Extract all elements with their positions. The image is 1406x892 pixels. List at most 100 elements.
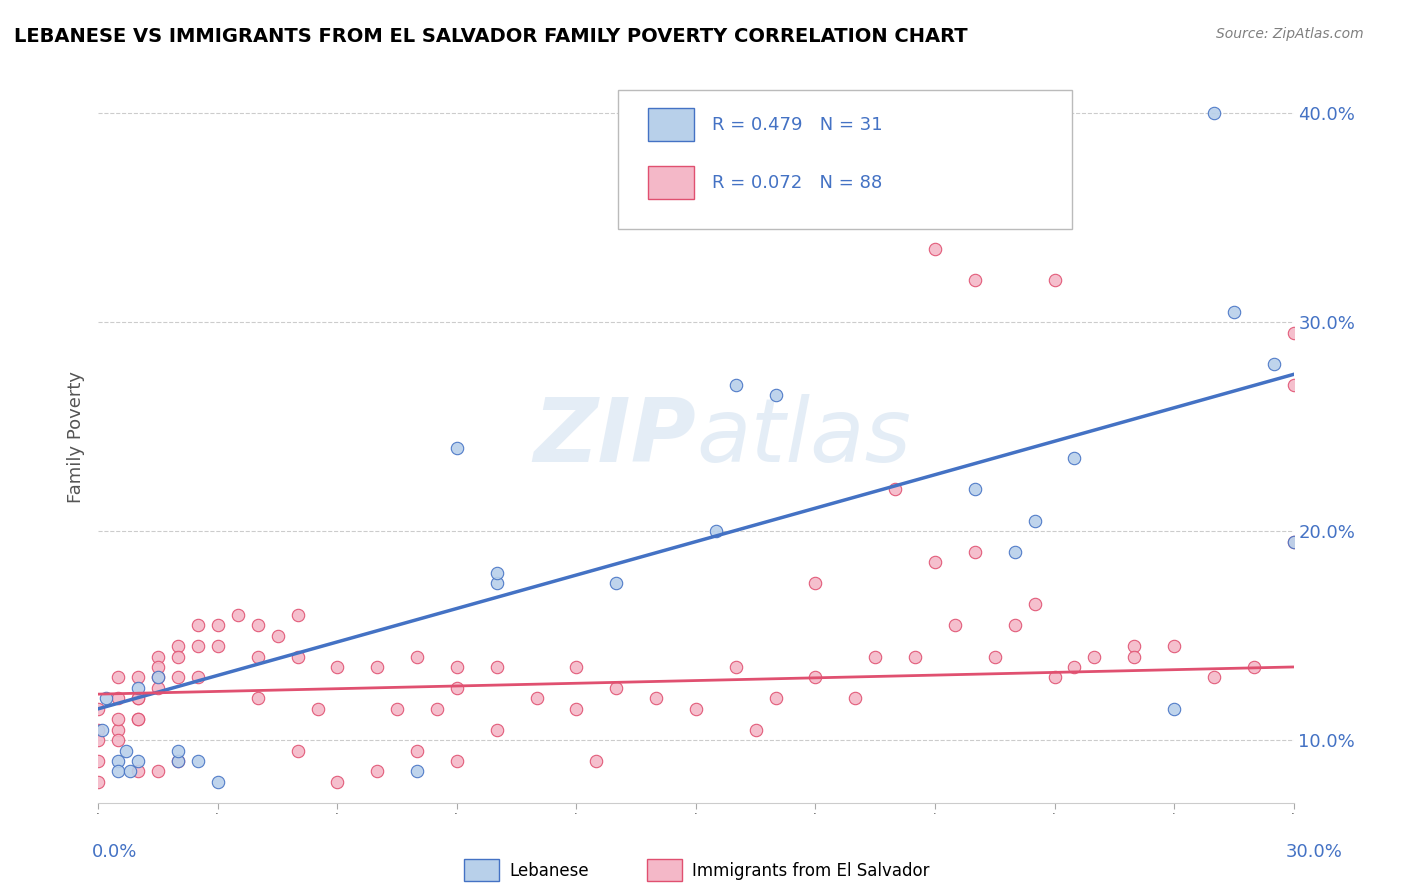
Point [120,764,142,779]
Point [167,670,190,684]
Point [1083,649,1105,664]
Point [406,764,429,779]
Point [127,764,149,779]
Point [565,660,588,674]
Point [287,743,309,757]
Point [87,775,110,789]
Point [167,754,190,768]
FancyBboxPatch shape [648,167,693,200]
Point [1043,670,1066,684]
Point [87,754,110,768]
Point [446,660,468,674]
Point [96,691,118,706]
Point [127,691,149,706]
Point [167,639,190,653]
Point [724,377,747,392]
Point [267,629,290,643]
Point [148,649,170,664]
Point [207,639,229,653]
Point [1282,534,1305,549]
Point [107,712,129,726]
Point [307,702,329,716]
Point [1063,660,1085,674]
Point [187,639,209,653]
Point [446,441,468,455]
Text: Lebanese: Lebanese [509,862,589,880]
Point [207,775,229,789]
Point [485,660,508,674]
Point [585,754,607,768]
Point [1004,545,1026,559]
Point [904,649,927,664]
Point [1263,357,1285,371]
Point [87,723,110,737]
Point [765,691,787,706]
Point [485,566,508,580]
Point [246,618,269,632]
Point [107,764,129,779]
Point [685,702,707,716]
Y-axis label: Family Poverty: Family Poverty [66,371,84,503]
Text: R = 0.072   N = 88: R = 0.072 N = 88 [711,174,882,193]
Point [1243,660,1265,674]
Point [1024,514,1046,528]
Point [1282,377,1305,392]
Point [148,681,170,695]
Point [605,576,627,591]
Point [87,733,110,747]
Point [1223,304,1246,318]
Point [406,743,429,757]
Point [724,660,747,674]
Point [865,649,887,664]
Point [605,681,627,695]
Point [226,607,249,622]
Point [127,681,149,695]
Point [326,775,349,789]
Point [1123,639,1146,653]
Point [963,483,986,497]
Point [187,618,209,632]
Point [127,712,149,726]
Point [115,743,138,757]
Point [287,607,309,622]
Point [167,649,190,664]
Point [1282,534,1305,549]
Point [963,545,986,559]
Point [385,702,409,716]
Point [91,723,114,737]
Text: 30.0%: 30.0% [1286,843,1343,861]
Point [107,670,129,684]
Point [148,670,170,684]
Point [485,576,508,591]
Point [366,660,388,674]
Point [943,618,966,632]
Point [1004,618,1026,632]
Point [963,273,986,287]
Point [1163,702,1185,716]
Point [426,702,449,716]
Point [446,754,468,768]
Point [1163,639,1185,653]
Point [107,754,129,768]
Point [167,743,190,757]
Point [804,670,827,684]
Point [187,754,209,768]
Text: 0.0%: 0.0% [91,843,136,861]
Point [148,670,170,684]
Text: LEBANESE VS IMMIGRANTS FROM EL SALVADOR FAMILY POVERTY CORRELATION CHART: LEBANESE VS IMMIGRANTS FROM EL SALVADOR … [14,27,967,45]
Point [924,556,946,570]
Point [1202,670,1225,684]
Point [326,660,349,674]
Point [127,754,149,768]
Point [984,649,1007,664]
Point [1202,106,1225,120]
Point [1123,649,1146,664]
Point [406,649,429,664]
Point [246,691,269,706]
Point [87,702,110,716]
Point [765,388,787,402]
Point [287,838,309,852]
Point [645,691,668,706]
Point [1043,273,1066,287]
Point [148,660,170,674]
